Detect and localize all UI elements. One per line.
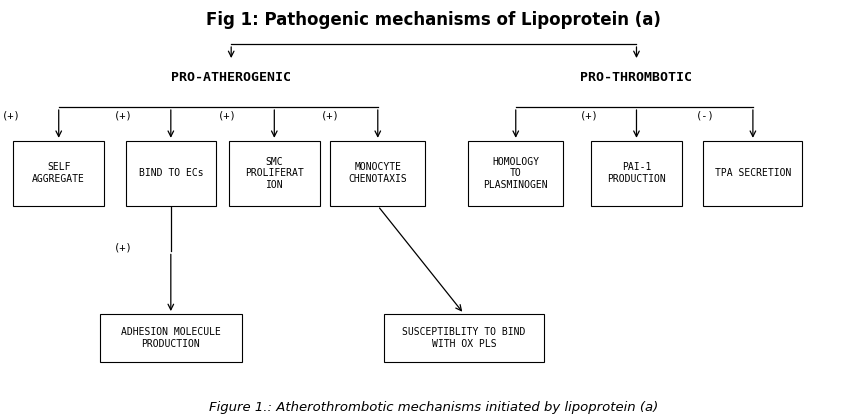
- FancyBboxPatch shape: [125, 141, 216, 206]
- FancyBboxPatch shape: [330, 141, 426, 206]
- Text: Figure 1.: Atherothrombotic mechanisms initiated by lipoprotein (a): Figure 1.: Atherothrombotic mechanisms i…: [209, 401, 658, 414]
- Text: TPA SECRETION: TPA SECRETION: [714, 168, 791, 178]
- Text: PRO-THROMBOTIC: PRO-THROMBOTIC: [580, 71, 693, 84]
- Text: SUSCEPTIBLITY TO BIND
WITH OX PLS: SUSCEPTIBLITY TO BIND WITH OX PLS: [402, 327, 526, 349]
- FancyBboxPatch shape: [468, 141, 563, 206]
- FancyBboxPatch shape: [14, 141, 104, 206]
- Text: MONOCYTE
CHENOTAXIS: MONOCYTE CHENOTAXIS: [349, 163, 407, 184]
- FancyBboxPatch shape: [99, 314, 242, 362]
- FancyBboxPatch shape: [229, 141, 319, 206]
- Text: SELF
AGGREGATE: SELF AGGREGATE: [32, 163, 85, 184]
- Text: (+): (+): [114, 242, 132, 252]
- Text: (+): (+): [321, 110, 340, 121]
- Text: (+): (+): [114, 110, 132, 121]
- Text: ADHESION MOLECULE
PRODUCTION: ADHESION MOLECULE PRODUCTION: [121, 327, 221, 349]
- Text: BIND TO ECs: BIND TO ECs: [138, 168, 203, 178]
- Text: (+): (+): [580, 110, 599, 121]
- Text: (+): (+): [2, 110, 21, 121]
- FancyBboxPatch shape: [703, 141, 803, 206]
- Text: SMC
PROLIFERAT
ION: SMC PROLIFERAT ION: [245, 157, 304, 190]
- Text: Fig 1: Pathogenic mechanisms of Lipoprotein (a): Fig 1: Pathogenic mechanisms of Lipoprot…: [207, 10, 661, 29]
- Text: (+): (+): [217, 110, 236, 121]
- Text: PAI-1
PRODUCTION: PAI-1 PRODUCTION: [607, 163, 666, 184]
- FancyBboxPatch shape: [591, 141, 682, 206]
- Text: HOMOLOGY
TO
PLASMINOGEN: HOMOLOGY TO PLASMINOGEN: [484, 157, 548, 190]
- FancyBboxPatch shape: [384, 314, 544, 362]
- Text: PRO-ATHEROGENIC: PRO-ATHEROGENIC: [171, 71, 292, 84]
- Text: (-): (-): [696, 110, 714, 121]
